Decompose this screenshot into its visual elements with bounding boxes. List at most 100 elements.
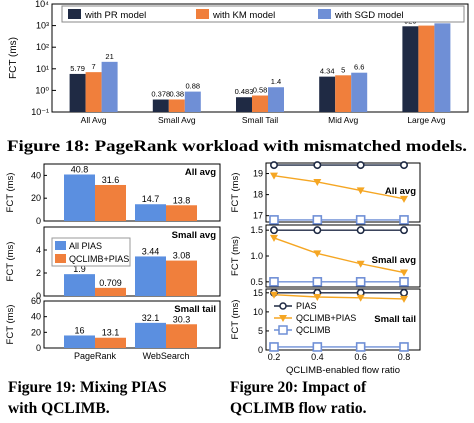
legend-label: with KM model — [212, 10, 275, 21]
marker-triangle — [356, 187, 365, 195]
legend-swatch — [55, 254, 66, 263]
y-tick-label: 40 — [31, 312, 41, 322]
y-tick-label: 10⁻¹ — [31, 107, 49, 117]
plot-frame — [265, 162, 421, 223]
y-axis-label: FCT (ms) — [5, 305, 16, 345]
data-label: 16 — [74, 325, 84, 335]
bar — [135, 322, 166, 348]
y-tick-label: 10⁰ — [35, 85, 49, 95]
bar — [184, 91, 201, 112]
bar — [95, 287, 126, 296]
marker-circle — [313, 161, 322, 170]
y-tick-label: 20 — [31, 193, 41, 203]
y-tick-label: 1.5 — [250, 225, 263, 235]
y-tick-label: 1.0 — [250, 251, 263, 261]
marker-triangle — [313, 294, 322, 302]
bar — [64, 174, 95, 221]
data-label: 7 — [92, 62, 96, 71]
data-label: 1.9 — [73, 264, 86, 274]
y-tick-label: 0 — [36, 291, 41, 301]
x-tick-label: 0.8 — [398, 352, 411, 362]
y-tick-label: 10³ — [36, 21, 49, 31]
bar — [64, 274, 95, 296]
plot-frame — [265, 288, 421, 351]
data-label: 1.4 — [271, 77, 281, 86]
marker-triangle — [270, 172, 278, 180]
data-label: 13.1 — [102, 328, 120, 338]
y-axis-label: FCT (ms) — [5, 242, 16, 282]
data-label: 6.6 — [354, 63, 364, 72]
y-tick-label: 15 — [253, 288, 263, 298]
series-line — [273, 294, 405, 300]
plot-frame — [43, 300, 221, 349]
y-tick-label: 18 — [253, 190, 263, 200]
x-tick-label: Small Tail — [242, 115, 278, 125]
marker-circle — [313, 226, 322, 235]
y-axis-label: FCT (ms) — [230, 300, 241, 340]
marker-square — [312, 342, 323, 352]
legend-label: with SGD model — [334, 10, 404, 21]
marker-circle — [269, 161, 278, 170]
legend-label: PIAS — [296, 301, 317, 311]
marker-square — [355, 277, 366, 287]
legend: with PR model with KM model with SGD model — [61, 5, 465, 23]
marker-circle — [399, 161, 408, 170]
bar — [166, 260, 197, 296]
x-tick-label: PageRank — [74, 351, 117, 361]
data-label: 13.8 — [173, 195, 191, 205]
x-tick-label: Large Avg — [407, 115, 445, 125]
plot-frame — [43, 226, 221, 297]
data-label: 40.8 — [71, 164, 89, 174]
bar — [418, 25, 435, 113]
legend-swatch — [68, 9, 81, 19]
marker-square — [399, 342, 409, 352]
marker-triangle — [270, 234, 278, 242]
bar — [64, 335, 95, 348]
y-tick-label: 40 — [31, 170, 41, 180]
figure-20-caption: Figure 20: Impact of — [230, 379, 367, 396]
panel-title: All avg — [185, 167, 216, 178]
plot-frame — [43, 163, 221, 222]
y-tick-label: 4 — [36, 245, 41, 255]
legend-swatch — [196, 9, 209, 19]
y-tick-label: 17 — [253, 211, 263, 221]
marker-square — [399, 277, 409, 287]
figure-18-caption: Figure 18: PageRank workload with mismat… — [7, 138, 467, 155]
fig19-panel: 0 20 40 60 FCT (ms) Small tail 16 13.1 32.1 30.3 — [5, 296, 221, 353]
marker-triangle — [313, 178, 322, 186]
x-tick-label: 0.2 — [268, 352, 281, 362]
bar — [101, 61, 118, 112]
data-label: 3.08 — [173, 251, 191, 261]
legend-label: with PR model — [84, 10, 146, 21]
marker-square — [312, 277, 323, 287]
data-label: 0.88 — [185, 82, 200, 91]
marker-circle — [399, 288, 408, 297]
figure-20-caption-line2: QCLIMB flow ratio. — [230, 400, 367, 417]
fig18-chart: 10⁻¹ 10⁰ 10¹ 10² 10³ 10⁴ FCT (ms) All Avg 5.79 72… — [8, 0, 469, 125]
legend-marker — [279, 315, 287, 322]
marker-circle — [269, 226, 278, 235]
y-tick-label: 60 — [31, 296, 41, 306]
y-tick-label: 20 — [31, 327, 41, 337]
y-tick-label: 2 — [36, 268, 41, 278]
marker-square — [269, 342, 279, 352]
bar — [236, 97, 252, 112]
data-label: 32.1 — [142, 313, 160, 323]
bar — [319, 76, 336, 112]
data-label: 21 — [105, 52, 113, 61]
marker-circle — [399, 226, 408, 235]
fig20-panel: 0 5 10 15 FCT (ms) Small tail — [230, 288, 421, 355]
data-label: 5.79 — [70, 64, 85, 73]
bar — [135, 256, 166, 296]
data-label: 14.7 — [142, 194, 160, 204]
bar — [252, 95, 268, 112]
data-label: 0.38 — [169, 89, 184, 98]
marker-triangle — [400, 295, 408, 303]
bar — [402, 26, 419, 112]
legend-label: QCLIMB — [296, 325, 331, 335]
marker-triangle — [313, 250, 322, 258]
y-axis-label: FCT (ms) — [230, 236, 241, 276]
marker-square — [399, 215, 409, 225]
data-label: 0.709 — [99, 278, 122, 288]
